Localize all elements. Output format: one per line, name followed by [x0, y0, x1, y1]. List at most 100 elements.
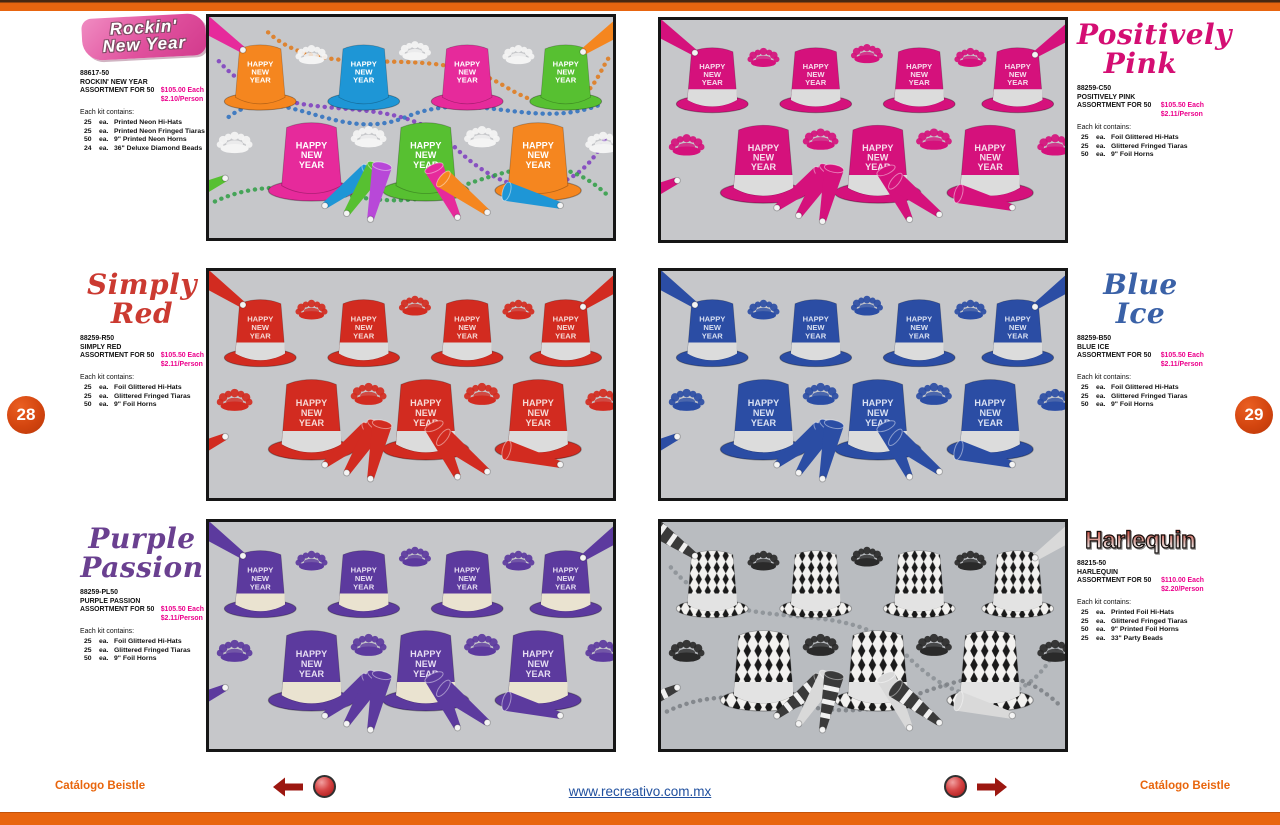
- kit-info-block: Positively Pink 88259-C50 POSITIVELY PIN…: [1077, 20, 1231, 160]
- kit-contains-label: Each kit contains:: [80, 374, 135, 381]
- kit-item: 25 ea. Glittered Fringed Tiaras: [84, 392, 191, 400]
- next-page-button[interactable]: [944, 775, 967, 798]
- kit-contains-label: Each kit contains:: [1077, 599, 1132, 606]
- bottom-orange-bar: [0, 812, 1280, 825]
- price-each: $105.50 Each: [160, 352, 204, 359]
- kit-assortment: ASSORTMENT FOR 50: [1077, 352, 1152, 359]
- kit-info-block: Rockin' New Year 88617-50 ROCKIN' NEW YE…: [80, 12, 208, 153]
- kit-prices: $105.50 Each $2.11/Person: [1161, 352, 1204, 369]
- kit-contains-label: Each kit contains:: [1077, 124, 1132, 131]
- price-each: $110.00 Each: [1161, 577, 1204, 584]
- price-each: $105.50 Each: [1160, 352, 1204, 359]
- kit-item: 25 ea. Foil Glittered Hi-Hats: [84, 384, 182, 391]
- kit-name: BLUE ICE: [1077, 343, 1110, 351]
- kit-item: 25 ea. Glittered Fringed Tiaras: [1081, 142, 1188, 150]
- kit-code: 88617-50: [80, 70, 110, 77]
- kit-prices: $105.50 Each $2.11/Person: [161, 606, 204, 623]
- kit-name: SIMPLY RED: [80, 343, 122, 351]
- kit-title: Blue Ice: [1103, 268, 1178, 330]
- kit-prices: $105.50 Each $2.11/Person: [161, 352, 204, 369]
- kit-code: 88259-PL50: [80, 589, 118, 596]
- kit-prices: $110.00 Each $2.20/Person: [1161, 577, 1204, 594]
- kit-item: 50 ea. 9" Printed Foil Horns: [1081, 626, 1179, 633]
- kit-info-block: Simply Red 88259-R50 SIMPLY RED ASSORTME…: [80, 270, 204, 410]
- page-number-right: 29: [1235, 396, 1273, 434]
- kit-item: 24 ea. 36" Deluxe Diamond Beads: [84, 144, 203, 152]
- kit-item: 50 ea. 9" Foil Horns: [1081, 401, 1154, 408]
- kit-info-block: Blue Ice 88259-B50 BLUE ICE ASSORTMENT F…: [1077, 270, 1204, 410]
- website-link-wrap: www.recreativo.com.mx: [0, 783, 1280, 801]
- kit-item: 25 ea. Foil Glittered Hi-Hats: [1081, 134, 1179, 141]
- price-person: $2.11/Person: [1160, 110, 1203, 118]
- kit-prices: $105.00 Each $2.10/Person: [161, 87, 204, 104]
- kit-title: Purple Passion: [80, 522, 204, 584]
- footer-catalog-label-left: Catálogo Beistle: [55, 780, 146, 792]
- kit-item: 25 ea. Foil Glittered Hi-Hats: [84, 638, 182, 645]
- kit-item-list: 25 ea. Foil Glittered Hi-Hats 25 ea. Glitter…: [80, 638, 204, 664]
- kit-contains-label: Each kit contains:: [80, 628, 135, 635]
- kit-info-block: Harlequin 88215-50 HARLEQUIN ASSORTMENT …: [1077, 527, 1204, 643]
- kit-item: 25 ea. Glittered Fringed Tiaras: [1081, 617, 1188, 625]
- kit-name: HARLEQUIN: [1077, 568, 1118, 576]
- next-page-arrow-icon[interactable]: [976, 776, 1008, 798]
- kit-item: 25 ea. Printed Foil Hi-Hats: [1081, 609, 1175, 616]
- kit-code: 88215-50: [1077, 560, 1107, 567]
- kit-code: 88259-B50: [1077, 335, 1112, 342]
- prev-page-button[interactable]: [313, 775, 336, 798]
- kit-item: 50 ea. 9" Foil Horns: [84, 655, 157, 662]
- kit-assortment: ASSORTMENT FOR 50: [1077, 102, 1152, 109]
- price-person: $2.11/Person: [1160, 360, 1203, 368]
- kit-logo-rockin-new-year: Rockin' New Year: [80, 12, 208, 62]
- top-orange-bar: [0, 0, 1280, 11]
- kit-logo-harlequin: Harlequin: [1077, 527, 1204, 554]
- kit-name: ROCKIN' NEW YEAR: [80, 78, 148, 86]
- kit-contains-label: Each kit contains:: [80, 109, 135, 116]
- kit-item: 25 ea. 33" Party Beads: [1081, 634, 1163, 642]
- footer-catalog-label-right: Catálogo Beistle: [1140, 780, 1231, 792]
- kit-photo-rockin-new-year: HAPPY NEW YEAR HAPPY NEW YEAR HAPPY NEW YEAR HAPP…: [206, 14, 616, 241]
- kit-item-list: 25 ea. Printed Foil Hi-Hats 25 ea. Glittered…: [1077, 609, 1204, 643]
- kit-item: 25 ea. Printed Neon Fringed Tiaras: [84, 127, 205, 135]
- kit-assortment: ASSORTMENT FOR 50: [80, 87, 155, 94]
- kit-assortment: ASSORTMENT FOR 50: [80, 606, 155, 613]
- kit-info-block: Purple Passion 88259-PL50 PURPLE PASSION…: [80, 524, 204, 664]
- kit-photo-positively-pink: HAPPY NEW YEAR HAPPY NEW YEAR HAPPY NEW YEAR HAPP…: [658, 17, 1068, 243]
- website-link[interactable]: www.recreativo.com.mx: [568, 784, 712, 799]
- kit-item-list: 25 ea. Printed Neon Hi-Hats 25 ea. Printed N…: [80, 119, 205, 153]
- kit-assortment: ASSORTMENT FOR 50: [80, 352, 155, 359]
- kit-code: 88259-R50: [80, 335, 115, 342]
- kit-item: 50 ea. 9" Printed Neon Horns: [84, 136, 187, 143]
- prev-page-arrow-icon[interactable]: [272, 776, 304, 798]
- kit-assortment: ASSORTMENT FOR 50: [1077, 577, 1152, 584]
- kit-name: PURPLE PASSION: [80, 597, 141, 605]
- kit-item: 50 ea. 9" Foil Horns: [84, 401, 157, 408]
- kit-item: 25 ea. Foil Glittered Hi-Hats: [1081, 384, 1179, 391]
- kit-item: 25 ea. Glittered Fringed Tiaras: [84, 646, 191, 654]
- price-person: $2.10/Person: [160, 95, 204, 103]
- kit-item: 25 ea. Printed Neon Hi-Hats: [84, 119, 182, 126]
- kit-prices: $105.50 Each $2.11/Person: [1161, 102, 1204, 119]
- footer-nav-left: [272, 775, 336, 798]
